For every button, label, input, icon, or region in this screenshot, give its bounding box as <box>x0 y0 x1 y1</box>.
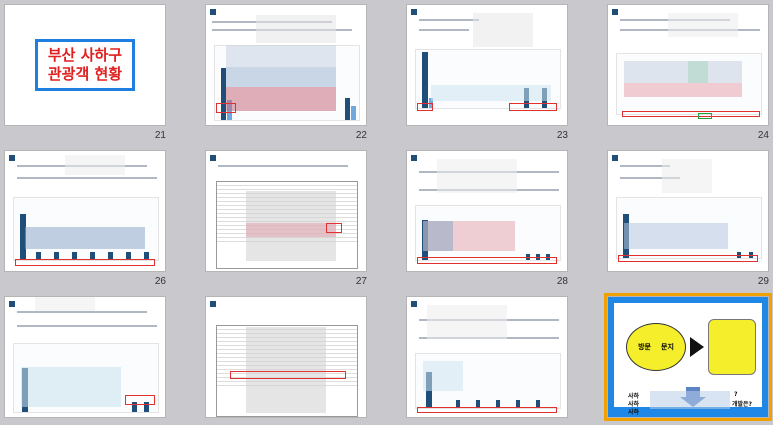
slide-number: 28 <box>556 276 568 287</box>
slide-number: 21 <box>154 130 166 141</box>
question-mark: ? <box>734 391 738 398</box>
highlight-box <box>15 259 155 266</box>
highlight-box <box>125 395 155 405</box>
concept-ellipse: 방문 문지 <box>626 323 686 371</box>
slide-thumbnail-21[interactable]: 부산 사하구 관광객 현황 <box>4 4 166 126</box>
slide-thumbnail-27[interactable] <box>205 150 367 272</box>
question-line-2: 사하 <box>628 401 640 408</box>
slide-thumbnail-28[interactable] <box>406 150 568 272</box>
highlight-box <box>618 255 758 262</box>
slide-number: 26 <box>154 276 166 287</box>
highlight-box <box>216 103 236 113</box>
slide-title-box: 부산 사하구 관광객 현황 <box>35 39 135 91</box>
slide-thumbnail-31[interactable] <box>205 296 367 418</box>
slide-thumbnail-32-prev[interactable] <box>406 296 568 418</box>
ellipse-left-text: 방문 <box>638 343 651 351</box>
slide-thumbnail-26[interactable] <box>4 150 166 272</box>
slide-number: 27 <box>355 276 367 287</box>
slide-title-line1: 부산 사하구 <box>47 46 123 64</box>
slide-thumbnail-24[interactable] <box>607 4 769 126</box>
highlight-box <box>622 111 760 117</box>
slide-thumbnail-23[interactable] <box>406 4 568 126</box>
slide-thumbnail-29[interactable] <box>607 150 769 272</box>
slide-number: 22 <box>355 130 367 141</box>
highlight-box <box>326 223 342 233</box>
question-line-1: 사하 <box>628 393 640 400</box>
slide-title-line2: 관광객 현황 <box>47 65 123 83</box>
concept-box <box>708 319 756 375</box>
question-line-3: 사하 <box>628 409 640 416</box>
slide-thumbnail-22[interactable] <box>205 4 367 126</box>
slide-number: 23 <box>556 130 568 141</box>
highlight-box <box>417 407 557 413</box>
highlight-box <box>698 113 712 119</box>
highlight-box <box>509 103 557 111</box>
slide-thumbnail-32[interactable]: 방문 문지 사하 사하 사하 ? 개발은? <box>604 293 772 421</box>
slide-number: 29 <box>757 276 769 287</box>
ellipse-right-text: 문지 <box>661 343 674 351</box>
slide-number: 24 <box>757 130 769 141</box>
highlight-box <box>230 371 346 379</box>
highlight-box <box>417 257 557 264</box>
highlight-box <box>417 103 433 111</box>
slide-thumbnail-30[interactable] <box>4 296 166 418</box>
question-end: 개발은? <box>732 401 753 408</box>
right-arrow-icon <box>690 337 704 357</box>
